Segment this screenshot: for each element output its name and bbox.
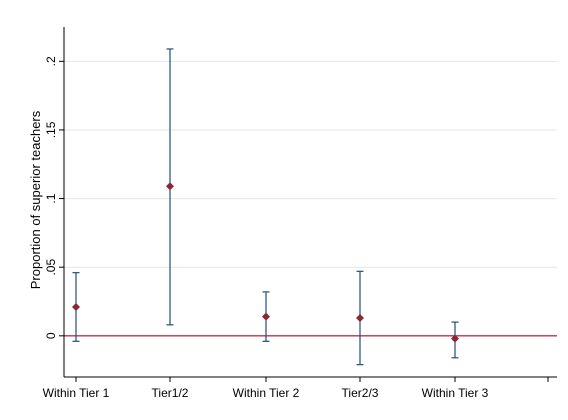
x-tick-label-3: Tier2/3: [342, 386, 379, 400]
point-estimate-2: [262, 312, 270, 321]
x-tick-label-0: Within Tier 1: [43, 386, 110, 400]
grid-lines: [64, 60, 557, 268]
y-tick-label-2: .1: [44, 193, 58, 203]
x-tick-label-4: Within Tier 3: [422, 386, 489, 400]
point-estimates: [72, 182, 459, 343]
point-estimate-4: [451, 334, 459, 343]
y-tick-label-3: .15: [44, 121, 58, 138]
point-estimate-1: [166, 182, 174, 191]
x-tick-label-1: Tier1/2: [152, 386, 189, 400]
point-estimate-0: [72, 303, 80, 311]
y-tick-label-0: 0: [44, 332, 58, 339]
y-axis-title: Proportion of superior teachers: [28, 110, 43, 289]
point-estimate-3: [356, 313, 364, 322]
x-tick-label-2: Within Tier 2: [233, 386, 300, 400]
tick-labels: 0 .05 .1 .15 .2 Within Tier 1 Tier1/2 Within Ti…: [43, 56, 489, 400]
y-tick-label-4: .2: [44, 56, 58, 66]
axes: [59, 27, 557, 382]
y-tick-label-1: .05: [44, 259, 58, 276]
